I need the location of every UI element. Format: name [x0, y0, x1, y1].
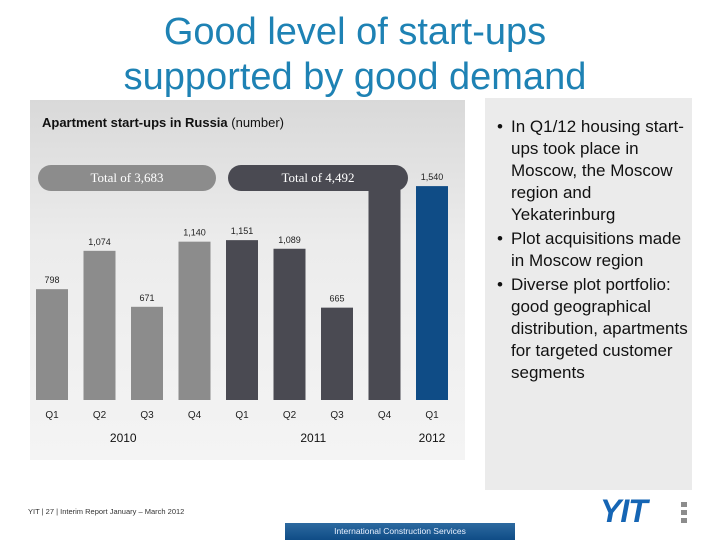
data-label: 1,074: [88, 237, 111, 247]
chart-title: Apartment start-ups in Russia (number): [42, 115, 284, 130]
data-label: 1,151: [231, 226, 254, 236]
data-label: 1,140: [183, 228, 206, 238]
x-tick-label: Q4: [188, 410, 202, 421]
total-2010-pill: Total of 3,683: [38, 165, 216, 191]
data-label: 671: [139, 293, 154, 303]
data-label: 665: [329, 294, 344, 304]
data-label: 1,089: [278, 235, 301, 245]
logo-mark-icon: [681, 502, 687, 523]
x-tick-label: Q3: [140, 410, 154, 421]
x-tick-label: Q2: [283, 410, 297, 421]
x-tick-label: Q4: [378, 410, 392, 421]
chart-title-bold: Apartment start-ups in Russia: [42, 115, 228, 130]
brand-bar: International Construction Services: [285, 523, 515, 540]
x-tick-label: Q2: [93, 410, 107, 421]
year-label: 2010: [110, 431, 137, 445]
x-tick-label: Q1: [235, 410, 249, 421]
title-line-2: supported by good demand: [123, 56, 587, 98]
bar: [131, 306, 163, 400]
x-tick-label: Q1: [45, 410, 59, 421]
bar: [36, 289, 68, 400]
year-label: 2012: [419, 431, 446, 445]
slide-title: Good level of start-ups supported by goo…: [60, 10, 650, 100]
data-label: 798: [44, 275, 59, 285]
bar: [416, 186, 448, 400]
bar: [368, 179, 401, 400]
bullet-list: In Q1/12 housing start-ups took place in…: [493, 116, 691, 386]
footer-text: YIT | 27 | Interim Report January – Marc…: [28, 507, 185, 516]
bar: [321, 307, 353, 400]
title-line-1: Good level of start-ups: [163, 11, 547, 53]
chart-title-unit: (number): [227, 115, 285, 130]
bar: [226, 240, 258, 400]
x-tick-label: Q1: [425, 410, 439, 421]
bullet-item: Diverse plot portfolio: good geographica…: [493, 274, 691, 384]
yit-logo: YIT: [600, 493, 648, 529]
year-label: 2011: [300, 431, 326, 445]
x-tick-label: Q3: [330, 410, 344, 421]
bar: [178, 241, 211, 400]
bar: [273, 248, 306, 400]
total-2011-pill: Total of 4,492: [228, 165, 408, 191]
data-label: 1,540: [421, 172, 444, 182]
bar: [83, 250, 116, 400]
bullet-item: Plot acquisitions made in Moscow region: [493, 228, 691, 272]
bullet-item: In Q1/12 housing start-ups took place in…: [493, 116, 691, 226]
